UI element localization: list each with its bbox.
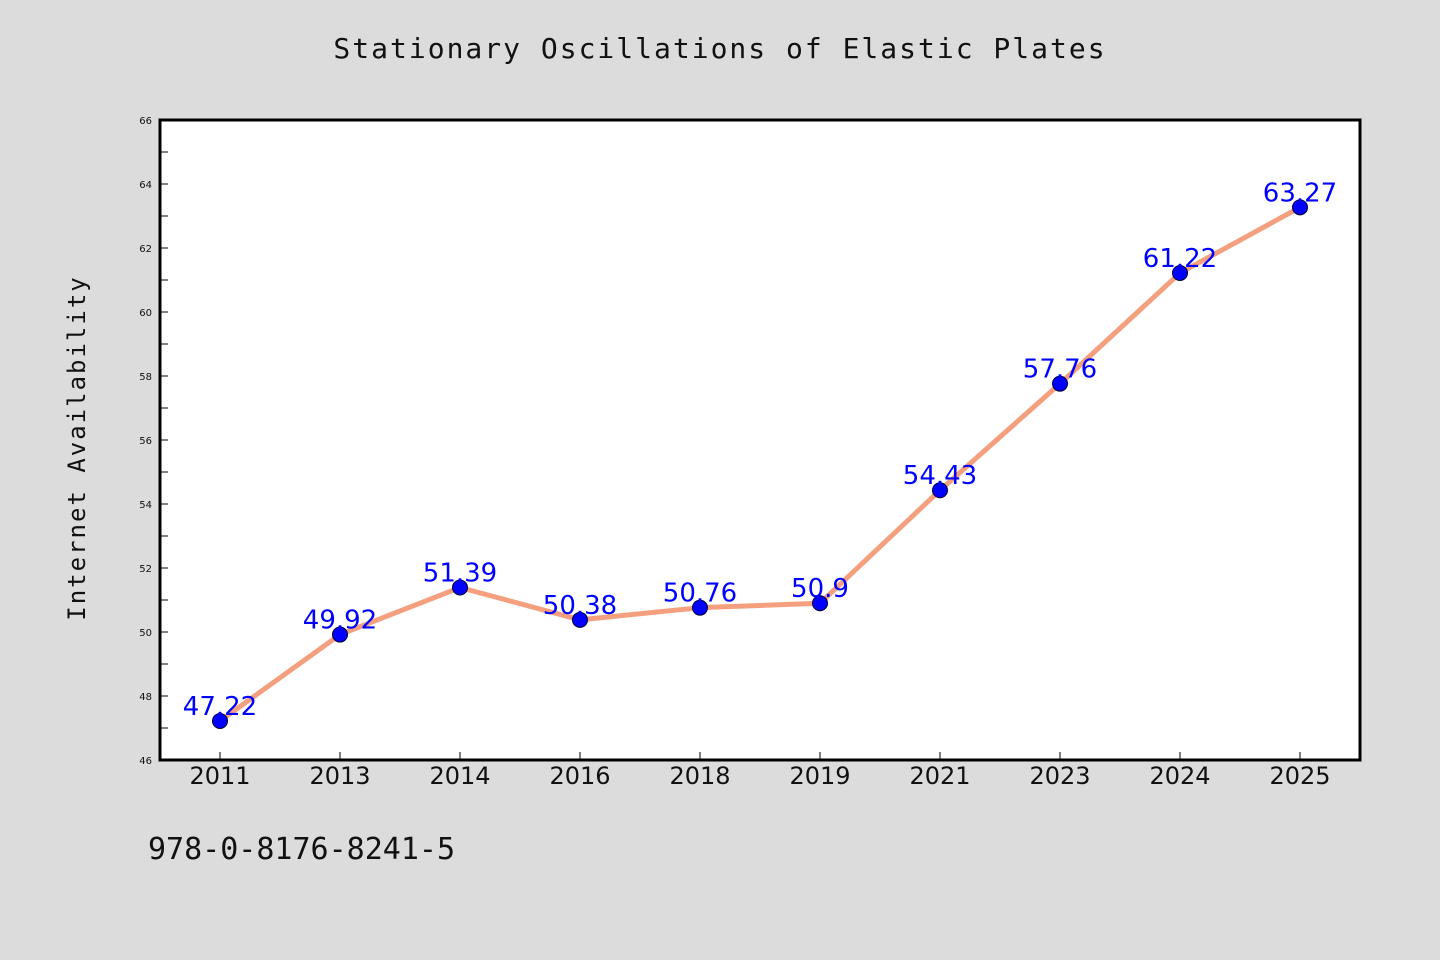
data-label: 54.43 [903, 461, 977, 491]
data-point [932, 482, 948, 499]
y-tick-label: 50 [139, 628, 152, 639]
y-tick-label: 64 [139, 180, 152, 191]
data-label: 50.38 [543, 591, 617, 621]
chart-title: Stationary Oscillations of Elastic Plate… [333, 32, 1107, 65]
footnote-isbn: 978-0-8176-8241-5 [148, 832, 456, 867]
y-tick-label: 48 [139, 692, 152, 703]
x-tick-label: 2018 [669, 762, 730, 790]
x-tick-label: 2011 [189, 762, 250, 790]
data-point [812, 595, 828, 612]
data-label: 57.76 [1023, 355, 1097, 385]
y-tick-label: 46 [139, 756, 152, 767]
y-tick-label: 66 [139, 116, 152, 127]
x-tick-label: 2014 [429, 762, 490, 790]
data-point [332, 626, 348, 643]
y-tick-label: 62 [139, 244, 152, 255]
x-tick-label: 2025 [1269, 762, 1330, 790]
data-label: 61.22 [1143, 244, 1217, 274]
y-tick-label: 58 [139, 372, 152, 383]
x-tick-label: 2023 [1029, 762, 1090, 790]
series-line [217, 204, 1303, 724]
data-point [1292, 199, 1308, 216]
data-label: 63.27 [1263, 178, 1337, 208]
data-label: 50.9 [791, 574, 849, 604]
data-label: 51.39 [423, 559, 497, 589]
x-tick-label: 2024 [1149, 762, 1210, 790]
data-point [212, 712, 228, 729]
x-tick-label: 2013 [309, 762, 370, 790]
plot-area [158, 118, 1362, 762]
y-tick-label: 52 [139, 564, 152, 575]
data-label: 50.76 [663, 579, 737, 609]
x-tick-label: 2021 [909, 762, 970, 790]
y-tick-label: 56 [139, 436, 152, 447]
data-point [692, 599, 708, 616]
y-tick-label: 54 [139, 500, 152, 511]
y-tick-label: 60 [139, 308, 152, 319]
data-point [572, 611, 588, 628]
data-label: 47.22 [183, 692, 257, 722]
data-label: 49.92 [303, 606, 377, 636]
data-point [1172, 264, 1188, 281]
data-point [452, 579, 468, 596]
x-tick-label: 2019 [789, 762, 850, 790]
data-point [1052, 375, 1068, 392]
x-tick-label: 2016 [549, 762, 610, 790]
